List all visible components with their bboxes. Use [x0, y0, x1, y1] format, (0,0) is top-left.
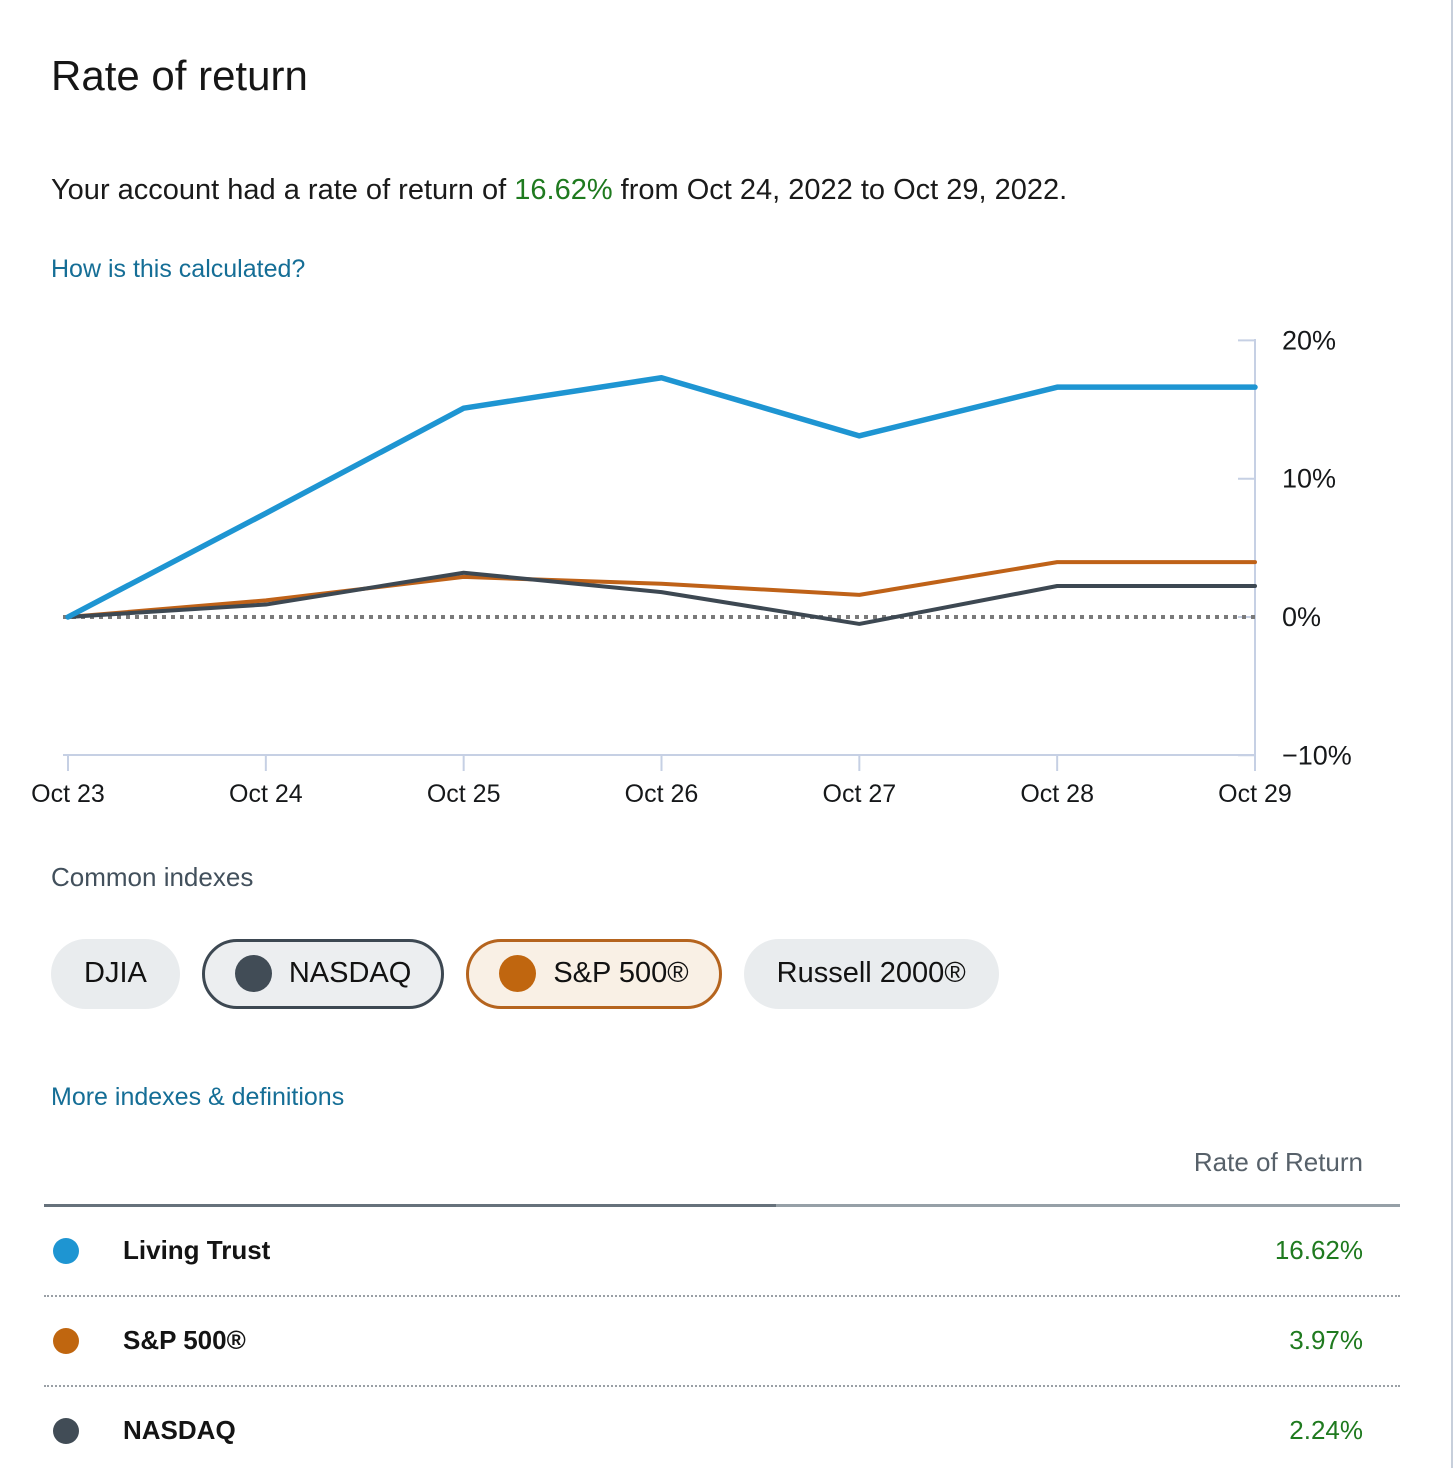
summary-text: Your account had a rate of return of 16.…	[51, 173, 1456, 208]
index-pill-djia[interactable]: DJIA	[51, 938, 180, 1009]
table-row: NASDAQ 2.24%	[44, 1387, 1400, 1475]
row-name: S&P 500®	[123, 1325, 246, 1356]
page-right-border	[1451, 0, 1453, 1468]
pill-label: DJIA	[84, 957, 147, 990]
row-value: 2.24%	[1289, 1415, 1363, 1446]
table-row: S&P 500® 3.97%	[44, 1297, 1400, 1385]
index-pill-nasdaq[interactable]: NASDAQ	[201, 938, 445, 1009]
more-indexes-definitions-link[interactable]: More indexes & definitions	[51, 1082, 345, 1111]
row-value: 16.62%	[1274, 1235, 1363, 1266]
y-tick-label: 20%	[1282, 326, 1336, 355]
x-tick-label: Oct 25	[427, 780, 501, 806]
returns-table: Rate of Return Living Trust 16.62% S&P 5…	[44, 1146, 1400, 1475]
x-tick-label: Oct 24	[229, 780, 303, 806]
y-tick-label: 0%	[1282, 602, 1321, 632]
nasdaq-series-dot-icon	[53, 1417, 79, 1444]
x-tick-label: Oct 26	[625, 780, 699, 806]
series-line-nasdaq	[66, 570, 1257, 626]
table-header-divider	[44, 1203, 1400, 1207]
row-separator	[44, 1294, 1400, 1297]
index-pill-sp500[interactable]: S&P 500®	[466, 938, 722, 1009]
living-trust-series-dot-icon	[53, 1237, 79, 1264]
nasdaq-series-dot-icon	[234, 955, 272, 993]
summary-prefix: Your account had a rate of return of	[51, 174, 515, 207]
x-tick-label: Oct 27	[823, 780, 897, 806]
index-pill-group: DJIA NASDAQ S&P 500® Russell 2000®	[51, 938, 1456, 1009]
index-pill-russell2000[interactable]: Russell 2000®	[743, 938, 999, 1009]
sp500-series-dot-icon	[499, 955, 537, 993]
summary-return-value: 16.62%	[514, 174, 613, 207]
sp500-series-dot-icon	[53, 1327, 79, 1354]
row-name: Living Trust	[123, 1235, 271, 1266]
line-chart-canvas: 20% 10% 0% −10% Oct 23 Oct 24 Oct 25 Oct 26 Oct …	[31, 326, 1352, 806]
x-tick-label: Oct 29	[1218, 780, 1292, 806]
y-tick-label: −10%	[1282, 740, 1352, 770]
series-line-s-p-500	[66, 559, 1257, 619]
y-tick-label: 10%	[1282, 464, 1336, 494]
x-tick-label: Oct 23	[31, 780, 105, 806]
x-tick-label: Oct 28	[1020, 780, 1094, 806]
series-line-living-trust	[65, 374, 1258, 620]
rate-of-return-chart: 20% 10% 0% −10% Oct 23 Oct 24 Oct 25 Oct 26 Oct …	[0, 326, 1456, 806]
row-separator	[44, 1384, 1400, 1387]
row-name: NASDAQ	[123, 1415, 236, 1446]
rate-of-return-column-header: Rate of Return	[1193, 1146, 1363, 1177]
common-indexes-heading: Common indexes	[51, 861, 254, 892]
table-row: Living Trust 16.62%	[44, 1207, 1400, 1295]
page-title: Rate of return	[51, 52, 308, 99]
pill-label: S&P 500®	[553, 957, 689, 990]
row-value: 3.97%	[1289, 1325, 1363, 1356]
pill-label: Russell 2000®	[776, 957, 966, 990]
pill-label: NASDAQ	[288, 957, 412, 990]
how-is-this-calculated-link[interactable]: How is this calculated?	[51, 254, 306, 283]
summary-suffix: from Oct 24, 2022 to Oct 29, 2022.	[612, 174, 1068, 207]
